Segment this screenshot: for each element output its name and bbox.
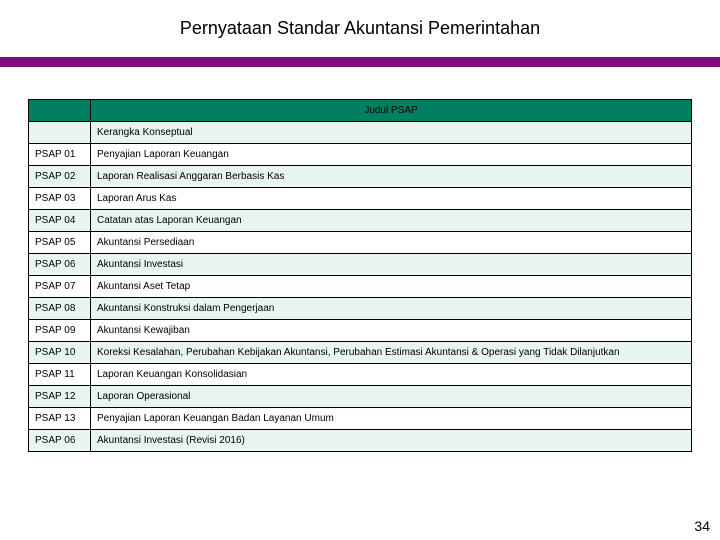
table-header-row: Judul PSAP — [29, 100, 692, 122]
psap-table-wrapper: Judul PSAP Kerangka Konseptual PSAP 01 P… — [0, 67, 720, 452]
table-row: PSAP 06 Akuntansi Investasi (Revisi 2016… — [29, 430, 692, 452]
cell-title: Akuntansi Investasi (Revisi 2016) — [91, 430, 692, 452]
cell-code — [29, 122, 91, 144]
table-row: PSAP 09 Akuntansi Kewajiban — [29, 320, 692, 342]
cell-title: Laporan Arus Kas — [91, 188, 692, 210]
cell-code: PSAP 11 — [29, 364, 91, 386]
page-number: 34 — [694, 518, 710, 534]
cell-title: Laporan Keuangan Konsolidasian — [91, 364, 692, 386]
cell-code: PSAP 04 — [29, 210, 91, 232]
cell-code: PSAP 08 — [29, 298, 91, 320]
cell-title: Kerangka Konseptual — [91, 122, 692, 144]
table-row: PSAP 10 Koreksi Kesalahan, Perubahan Keb… — [29, 342, 692, 364]
cell-title: Laporan Realisasi Anggaran Berbasis Kas — [91, 166, 692, 188]
cell-title: Akuntansi Konstruksi dalam Pengerjaan — [91, 298, 692, 320]
cell-title: Penyajian Laporan Keuangan — [91, 144, 692, 166]
table-row: PSAP 05 Akuntansi Persediaan — [29, 232, 692, 254]
cell-code: PSAP 05 — [29, 232, 91, 254]
table-row: PSAP 13 Penyajian Laporan Keuangan Badan… — [29, 408, 692, 430]
divider-bar — [0, 57, 720, 67]
cell-title: Akuntansi Investasi — [91, 254, 692, 276]
psap-table-body: Kerangka Konseptual PSAP 01 Penyajian La… — [29, 122, 692, 452]
table-row: PSAP 07 Akuntansi Aset Tetap — [29, 276, 692, 298]
slide-title: Pernyataan Standar Akuntansi Pemerintaha… — [0, 0, 720, 39]
header-code-blank — [29, 100, 91, 122]
cell-code: PSAP 01 — [29, 144, 91, 166]
cell-title: Penyajian Laporan Keuangan Badan Layanan… — [91, 408, 692, 430]
table-row: PSAP 02 Laporan Realisasi Anggaran Berba… — [29, 166, 692, 188]
cell-title: Akuntansi Kewajiban — [91, 320, 692, 342]
table-row: PSAP 01 Penyajian Laporan Keuangan — [29, 144, 692, 166]
table-row: PSAP 04 Catatan atas Laporan Keuangan — [29, 210, 692, 232]
header-title: Judul PSAP — [91, 100, 692, 122]
cell-code: PSAP 03 — [29, 188, 91, 210]
cell-title: Akuntansi Aset Tetap — [91, 276, 692, 298]
cell-code: PSAP 09 — [29, 320, 91, 342]
cell-title: Laporan Operasional — [91, 386, 692, 408]
cell-title: Koreksi Kesalahan, Perubahan Kebijakan A… — [91, 342, 692, 364]
cell-title: Akuntansi Persediaan — [91, 232, 692, 254]
table-row: PSAP 03 Laporan Arus Kas — [29, 188, 692, 210]
cell-code: PSAP 06 — [29, 430, 91, 452]
table-row: PSAP 11 Laporan Keuangan Konsolidasian — [29, 364, 692, 386]
cell-code: PSAP 07 — [29, 276, 91, 298]
cell-title: Catatan atas Laporan Keuangan — [91, 210, 692, 232]
table-row: PSAP 12 Laporan Operasional — [29, 386, 692, 408]
cell-code: PSAP 12 — [29, 386, 91, 408]
table-row: PSAP 06 Akuntansi Investasi — [29, 254, 692, 276]
cell-code: PSAP 02 — [29, 166, 91, 188]
cell-code: PSAP 13 — [29, 408, 91, 430]
psap-table: Judul PSAP Kerangka Konseptual PSAP 01 P… — [28, 99, 692, 452]
cell-code: PSAP 06 — [29, 254, 91, 276]
table-row: Kerangka Konseptual — [29, 122, 692, 144]
cell-code: PSAP 10 — [29, 342, 91, 364]
table-row: PSAP 08 Akuntansi Konstruksi dalam Penge… — [29, 298, 692, 320]
